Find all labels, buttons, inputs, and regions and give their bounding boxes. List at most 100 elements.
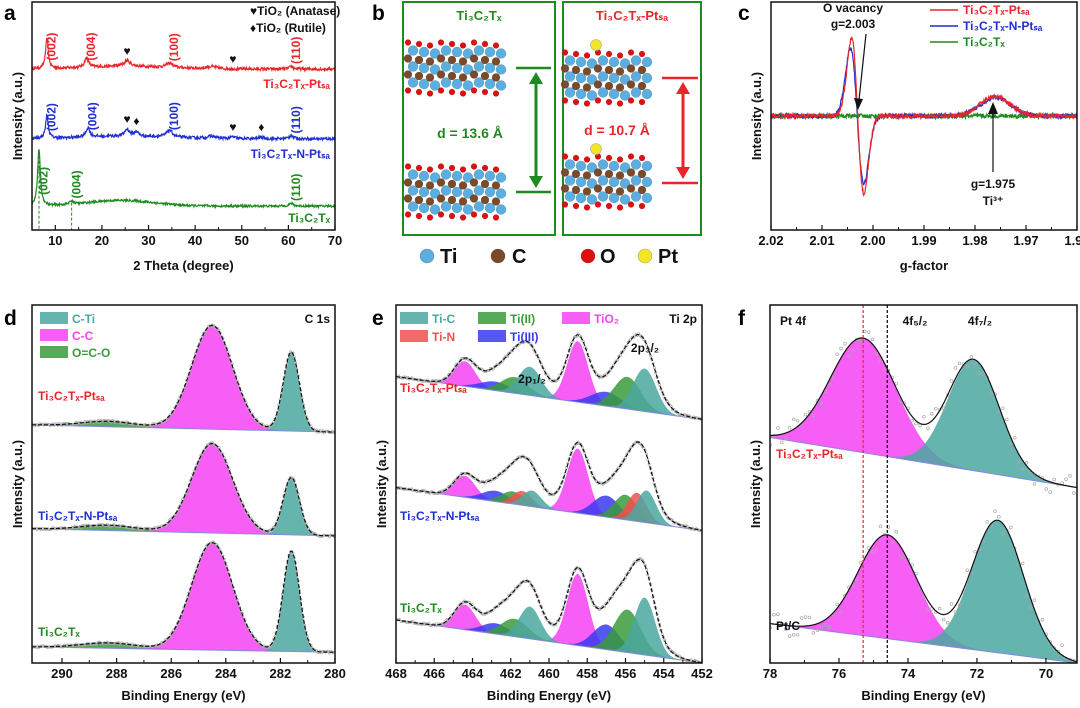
atom-ti [630, 159, 642, 170]
atom-ti [608, 88, 620, 100]
raw-data-point [546, 490, 550, 494]
atom-ti [575, 160, 587, 172]
atom-ti [440, 169, 452, 180]
raw-data-point [499, 471, 503, 475]
raw-data-point [568, 579, 572, 583]
atom-ti [575, 176, 587, 188]
atom-o [426, 166, 434, 173]
raw-data-point [831, 375, 835, 380]
atom-ti [564, 191, 576, 202]
raw-data-point [515, 344, 519, 348]
peak-index-label: (100) [167, 33, 181, 61]
atom-ti [495, 48, 507, 59]
atom-o [627, 201, 635, 208]
fit-envelope [32, 324, 335, 433]
atom-o [638, 98, 646, 106]
legend-label: Ti₃C₂Tₓ [963, 35, 1005, 49]
arrow-o-vacancy [858, 33, 867, 101]
raw-data-point [559, 482, 563, 486]
raw-data-point [1060, 643, 1064, 647]
atom-c [637, 185, 647, 195]
peak-index-label: (004) [86, 102, 100, 130]
atom-ti [495, 172, 507, 183]
raw-data-point [1072, 491, 1076, 495]
raw-data-point [244, 622, 248, 626]
atom-ti [462, 172, 474, 183]
component-peak [130, 443, 295, 535]
x-tick-label: 458 [576, 666, 598, 681]
atom-ti [630, 55, 642, 66]
atom-c [615, 83, 625, 92]
arrowhead [854, 98, 863, 110]
x-tick-label: 464 [462, 666, 484, 681]
component-peak [602, 597, 687, 661]
raw-data-point [177, 620, 181, 624]
raw-data-point [217, 546, 221, 550]
xrd-curve [32, 149, 335, 210]
atom-ti [484, 62, 496, 74]
atom-o [561, 153, 569, 160]
atom-ti [619, 58, 631, 69]
atom-ti [440, 77, 452, 88]
atom-c [626, 80, 636, 89]
raw-data-point [521, 579, 525, 583]
atom-c [582, 83, 592, 92]
x-tick-label: 74 [901, 666, 916, 681]
raw-data-point [1036, 474, 1041, 479]
raw-data-point [664, 513, 668, 517]
atom-o [404, 211, 412, 218]
epr-curve [771, 36, 1077, 197]
raw-data-point [882, 368, 887, 372]
raw-data-point [188, 479, 192, 483]
atom-ti [484, 202, 496, 214]
atom-c [582, 187, 592, 196]
raw-data-point [519, 341, 523, 345]
raw-data-point [784, 627, 788, 631]
raw-data-point [100, 523, 104, 527]
annotation: g=1.975 [971, 177, 1016, 191]
raw-data-point [941, 406, 946, 411]
atom-ti [564, 71, 576, 82]
right-structure-frame [562, 1, 702, 236]
component-peak [258, 477, 325, 536]
atom-o [492, 90, 500, 97]
raw-data-point [618, 353, 622, 357]
fit-envelope [770, 337, 1077, 489]
raw-data-point [272, 420, 275, 424]
raw-data-point [835, 602, 839, 607]
atom-o [492, 214, 500, 221]
raw-data-point [304, 415, 308, 419]
raw-data-point [165, 417, 169, 421]
arrowhead [988, 102, 998, 114]
background-line [32, 646, 335, 653]
atom-o [415, 164, 423, 172]
raw-data-point [155, 527, 159, 531]
raw-data-point [47, 528, 51, 532]
raw-data-point [894, 529, 899, 534]
annotation: g=2.003 [831, 17, 876, 31]
raw-data-point [1032, 598, 1037, 602]
raw-data-point [647, 348, 651, 352]
plot-frame [769, 304, 1078, 664]
atom-ti [418, 62, 430, 74]
atom-ti [418, 186, 430, 198]
y-axis-title: Intensity (a.u.) [374, 440, 389, 528]
atom-c [425, 197, 435, 206]
atom-c [403, 194, 413, 203]
x-tick-label: 466 [423, 666, 445, 681]
atom-o [638, 202, 646, 210]
raw-data-point [185, 379, 188, 382]
background-line [32, 528, 335, 537]
x-tick-label: 468 [385, 666, 407, 681]
raw-data-point [515, 586, 519, 590]
raw-data-point [243, 508, 247, 512]
atom-ti [440, 185, 452, 196]
raw-data-point [973, 361, 978, 366]
atom-c [425, 181, 435, 190]
atom-c [615, 187, 625, 196]
atom-c [447, 179, 457, 189]
raw-data-point [791, 633, 796, 637]
left-structure-frame [402, 1, 556, 236]
mxene-slab [560, 143, 653, 211]
